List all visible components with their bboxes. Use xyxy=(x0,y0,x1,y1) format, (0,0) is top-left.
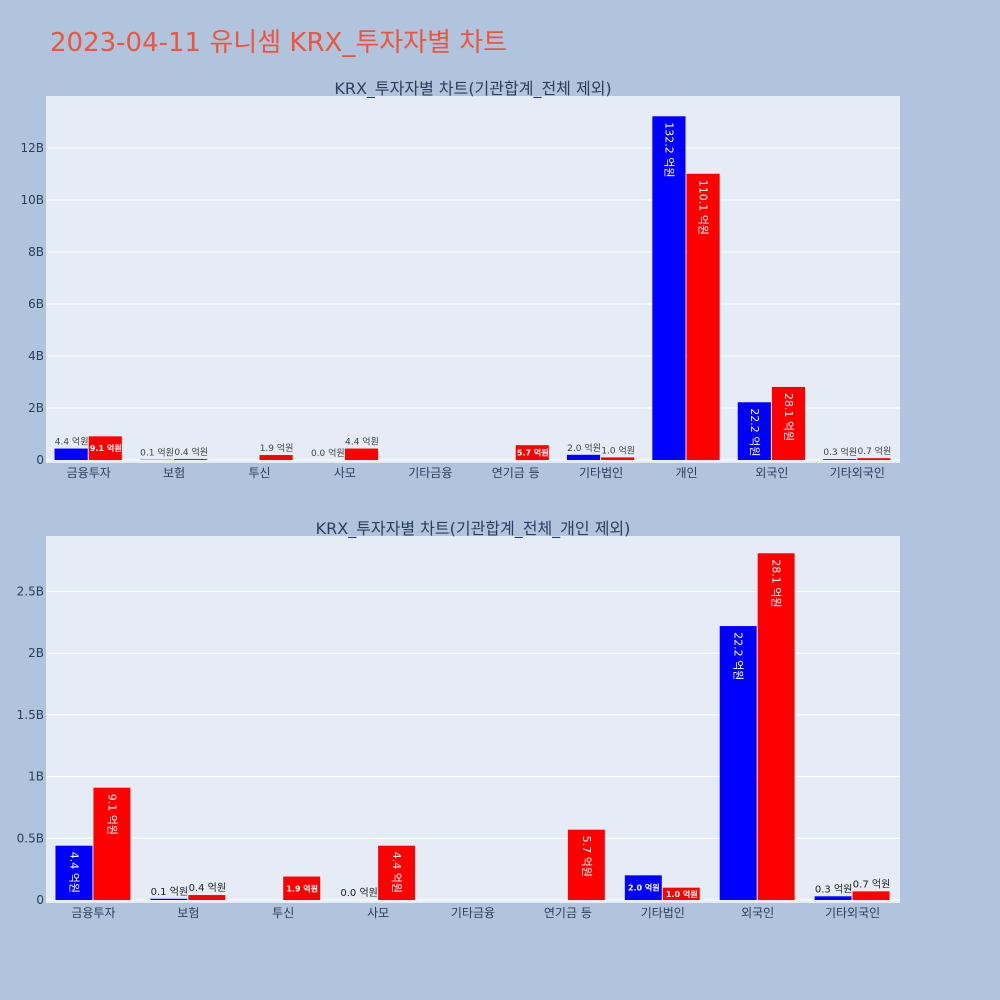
chart-top: KRX_투자자별 차트(기관합계_전체 제외) 0 2B 4B 6B 8B 10B 12B 금… xyxy=(20,79,900,480)
y-tick-label: 2B xyxy=(28,401,44,415)
data-label: 1.9 억원 xyxy=(286,883,318,893)
x-tick-label: 외국인 xyxy=(755,466,788,480)
bar xyxy=(823,459,857,460)
bar xyxy=(852,891,890,900)
data-label: 0.7 억원 xyxy=(853,878,890,890)
data-label: 2.0 억원 xyxy=(628,883,660,893)
data-label: 22.2 억원 xyxy=(732,632,745,680)
x-tick-label: 개인 xyxy=(675,466,697,480)
data-label: 1.0 억원 xyxy=(666,889,698,899)
data-label: 5.7 억원 xyxy=(580,836,593,877)
bar xyxy=(55,845,93,900)
x-tick-label: 기타금융 xyxy=(451,906,495,920)
x-tick-label: 기타외국인 xyxy=(830,466,885,480)
data-label: 0.0 억원 xyxy=(311,447,345,459)
x-tick-label: 기타금융 xyxy=(408,466,452,480)
data-label: 28.1 억원 xyxy=(770,559,783,607)
x-tick-label: 기타외국인 xyxy=(825,906,880,920)
bar xyxy=(719,626,757,900)
bar xyxy=(757,553,795,900)
y-tick-label: 0 xyxy=(36,453,44,467)
x-tick-label: 투신 xyxy=(272,906,294,920)
bar xyxy=(814,896,852,900)
bar xyxy=(344,448,379,460)
bar xyxy=(686,173,720,461)
y-tick-label: 2.5B xyxy=(17,585,44,599)
y-tick-label: 4B xyxy=(28,349,44,363)
bar xyxy=(283,876,321,900)
bar xyxy=(567,829,605,900)
chart-bottom: KRX_투자자별 차트(기관합계_전체_개인 제외) 0 0.5B 1B 1.5B 2B… xyxy=(17,519,900,920)
data-label: 132.2 억원 xyxy=(662,122,675,177)
page-title: 2023-04-11 유니셈 KRX_투자자별 차트 xyxy=(50,28,508,58)
data-label: 1.0 억원 xyxy=(601,444,635,456)
bar xyxy=(737,402,771,460)
y-tick-label: 8B xyxy=(28,245,44,259)
data-label: 22.2 억원 xyxy=(748,408,761,456)
data-label: 9.1 억원 xyxy=(105,794,118,835)
data-label: 4.4 억원 xyxy=(390,852,403,893)
data-label: 0.1 억원 xyxy=(151,886,188,898)
data-label: 0.1 억원 xyxy=(140,447,174,459)
y-tick-label: 1.5B xyxy=(17,708,44,722)
bar xyxy=(771,386,806,460)
bar xyxy=(566,454,601,460)
plot-area xyxy=(46,96,900,463)
bar xyxy=(624,875,662,900)
bar xyxy=(54,448,88,460)
data-label: 0.4 억원 xyxy=(189,882,226,894)
data-label: 0.4 억원 xyxy=(174,446,208,458)
x-tick-label: 투신 xyxy=(248,466,270,480)
bar xyxy=(150,898,188,900)
x-tick-label: 보험 xyxy=(163,466,185,480)
bar xyxy=(601,457,635,460)
bar xyxy=(857,458,891,460)
chart-title: KRX_투자자별 차트(기관합계_전체_개인 제외) xyxy=(316,519,631,539)
bar xyxy=(259,455,293,460)
data-label: 28.1 억원 xyxy=(782,393,795,441)
bar xyxy=(662,887,700,900)
x-tick-label: 금융투자 xyxy=(67,466,111,480)
bar xyxy=(93,787,131,900)
x-tick-label: 금융투자 xyxy=(71,906,115,920)
bar xyxy=(515,445,549,460)
bar xyxy=(88,436,122,460)
data-label: 4.4 억원 xyxy=(345,436,379,448)
data-label: 4.4 억원 xyxy=(67,852,80,893)
x-tick-label: 기타법인 xyxy=(641,906,685,920)
data-label: 4.4 억원 xyxy=(55,436,89,448)
data-label: 2.0 억원 xyxy=(567,442,601,454)
x-tick-label: 보험 xyxy=(177,906,199,920)
x-tick-label: 연기금 등 xyxy=(492,466,540,480)
y-tick-label: 1B xyxy=(28,770,44,784)
x-tick-label: 외국인 xyxy=(741,906,774,920)
data-label: 110.1 억원 xyxy=(697,180,710,235)
y-tick-label: 0.5B xyxy=(17,831,44,845)
data-label: 5.7 억원 xyxy=(517,448,549,458)
y-tick-label: 10B xyxy=(20,193,44,207)
bar xyxy=(652,116,686,460)
data-label: 1.9 억원 xyxy=(260,442,294,454)
bar xyxy=(378,845,416,900)
bar xyxy=(174,458,208,460)
y-tick-label: 6B xyxy=(28,297,44,311)
chart-title: KRX_투자자별 차트(기관합계_전체 제외) xyxy=(334,79,611,99)
data-label: 0.3 억원 xyxy=(823,446,857,458)
data-label: 0.3 억원 xyxy=(815,883,852,895)
data-label: 0.7 억원 xyxy=(858,445,892,457)
x-tick-label: 기타법인 xyxy=(579,466,623,480)
y-tick-label: 12B xyxy=(20,141,44,155)
data-label: 0.0 억원 xyxy=(340,887,377,899)
x-tick-label: 연기금 등 xyxy=(544,906,592,920)
x-tick-label: 사모 xyxy=(367,906,389,920)
y-tick-label: 2B xyxy=(28,646,44,660)
x-tick-label: 사모 xyxy=(334,466,356,480)
data-label: 9.1 억원 xyxy=(90,443,122,453)
y-tick-label: 0 xyxy=(36,893,44,907)
bar xyxy=(188,895,226,900)
